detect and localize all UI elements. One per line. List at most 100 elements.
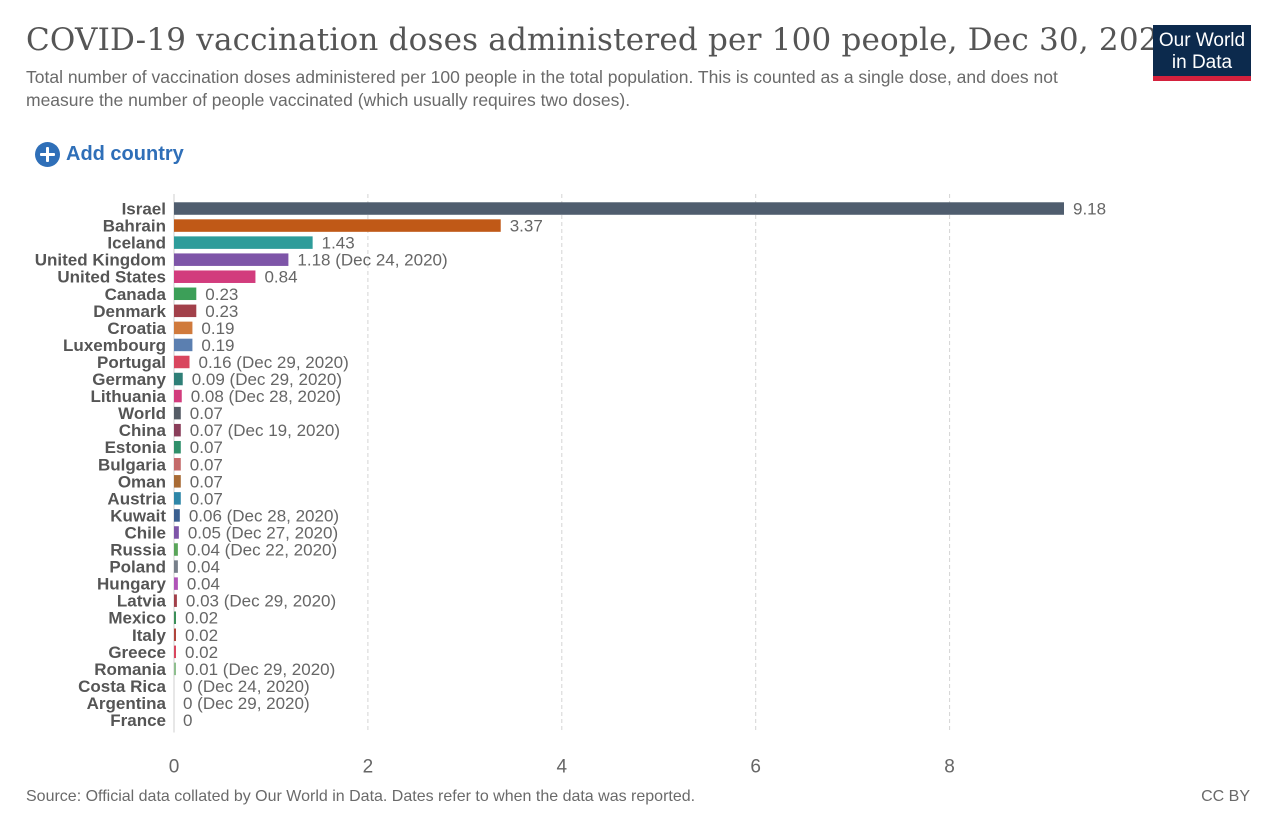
bar [174, 611, 176, 624]
category-label: Bulgaria [98, 455, 167, 474]
logo-line-2: in Data [1171, 52, 1233, 73]
value-label: 0.04 [187, 558, 220, 577]
bar [174, 219, 501, 232]
category-label: Lithuania [90, 387, 166, 406]
bar [174, 372, 183, 386]
bar [174, 440, 181, 454]
value-label: 0.04 [187, 575, 220, 594]
value-label: 0.23 [205, 285, 238, 304]
value-label: 3.37 [510, 217, 543, 236]
category-label: Oman [118, 472, 166, 491]
bar [174, 560, 178, 573]
bar [174, 662, 176, 676]
category-label: United Kingdom [35, 251, 166, 270]
value-label: 0.07 [190, 438, 223, 457]
value-label: 0.07 [190, 472, 223, 491]
category-label: Latvia [117, 592, 167, 611]
category-label: Mexico [108, 609, 166, 628]
bar [174, 389, 182, 403]
bar [174, 338, 193, 352]
value-label: 0.07 (Dec 19, 2020) [190, 421, 340, 440]
x-tick-label: 4 [557, 757, 568, 778]
category-label: Portugal [97, 353, 166, 372]
bar [174, 475, 181, 488]
owid-logo[interactable]: Our World in Data [1153, 25, 1251, 81]
chart-title: COVID-19 vaccination doses administered … [26, 22, 1179, 58]
category-label: France [110, 711, 166, 730]
bar [174, 628, 176, 642]
category-label: Costa Rica [78, 677, 166, 696]
value-label: 0.07 [190, 489, 223, 508]
value-label: 0.02 [185, 643, 218, 662]
value-label: 0.16 (Dec 29, 2020) [199, 353, 349, 372]
value-label: 0.84 [264, 268, 297, 287]
value-label: 0.01 (Dec 29, 2020) [185, 660, 335, 679]
category-label: Israel [122, 200, 166, 219]
category-label: Bahrain [103, 217, 166, 236]
bar [174, 645, 176, 659]
category-label: Austria [107, 489, 166, 508]
category-label: Germany [92, 370, 166, 389]
value-label: 0.19 [201, 319, 234, 338]
bar [174, 509, 180, 522]
x-tick-label: 6 [750, 757, 761, 778]
chart-subtitle: Total number of vaccination doses admini… [26, 67, 1058, 110]
category-label: World [118, 404, 166, 423]
value-label: 0.05 (Dec 27, 2020) [188, 523, 338, 542]
category-label: Hungary [97, 575, 167, 594]
add-country-label: Add country [66, 142, 184, 165]
logo-line-1: Our World [1158, 30, 1246, 51]
value-label: 0 [183, 711, 192, 730]
value-label: 0 (Dec 29, 2020) [183, 694, 310, 713]
x-tick-label: 0 [169, 757, 180, 778]
value-label: 0.03 (Dec 29, 2020) [186, 592, 336, 611]
bar [174, 270, 256, 283]
value-label: 0.07 [190, 455, 223, 474]
bar-chart: 0 2 4 6 8 Israel 9.18 Bahrain 3.37 Iceland 1.43 Uni… [35, 194, 1106, 778]
source-note: Source: Official data collated by Our Wo… [26, 788, 696, 805]
value-label: 1.18 (Dec 24, 2020) [297, 251, 447, 270]
bar [174, 406, 181, 420]
value-label: 0.08 (Dec 28, 2020) [191, 387, 341, 406]
bar [174, 492, 181, 505]
value-label: 0.02 [185, 626, 218, 645]
value-label: 0.06 (Dec 28, 2020) [189, 506, 339, 525]
value-label: 1.43 [322, 234, 355, 253]
value-label: 0.09 (Dec 29, 2020) [192, 370, 342, 389]
plus-circle-icon [35, 141, 60, 167]
bar [174, 355, 190, 369]
license-link[interactable]: CC BY [1201, 788, 1250, 805]
value-label: 0.19 [201, 336, 234, 355]
bar [174, 321, 193, 335]
category-label: Iceland [107, 234, 166, 253]
category-label: Romania [94, 660, 166, 679]
category-label: Greece [108, 643, 166, 662]
bar [174, 202, 1064, 215]
category-label: Canada [105, 285, 167, 304]
value-label: 9.18 [1073, 200, 1106, 219]
category-label: Estonia [105, 438, 167, 457]
category-label: Kuwait [110, 506, 166, 525]
bar [174, 594, 177, 607]
category-label: Poland [109, 558, 166, 577]
value-label: 0.23 [205, 302, 238, 321]
category-label: Croatia [107, 319, 166, 338]
bar [174, 236, 313, 249]
add-country-button[interactable]: Add country [35, 141, 184, 167]
bar [174, 423, 181, 437]
category-label: Denmark [93, 302, 166, 321]
value-label: 0.04 (Dec 22, 2020) [187, 541, 337, 560]
category-label: Luxembourg [63, 336, 166, 355]
bar [174, 577, 178, 590]
bar [174, 543, 178, 556]
category-label: Argentina [87, 694, 167, 713]
bar [174, 287, 197, 301]
bar [174, 253, 289, 266]
x-tick-label: 2 [363, 757, 374, 778]
bar [174, 458, 181, 471]
category-label: United States [57, 268, 166, 287]
bar [174, 526, 179, 539]
value-label: 0.02 [185, 609, 218, 628]
category-label: Italy [132, 626, 167, 645]
category-label: Russia [110, 541, 166, 560]
